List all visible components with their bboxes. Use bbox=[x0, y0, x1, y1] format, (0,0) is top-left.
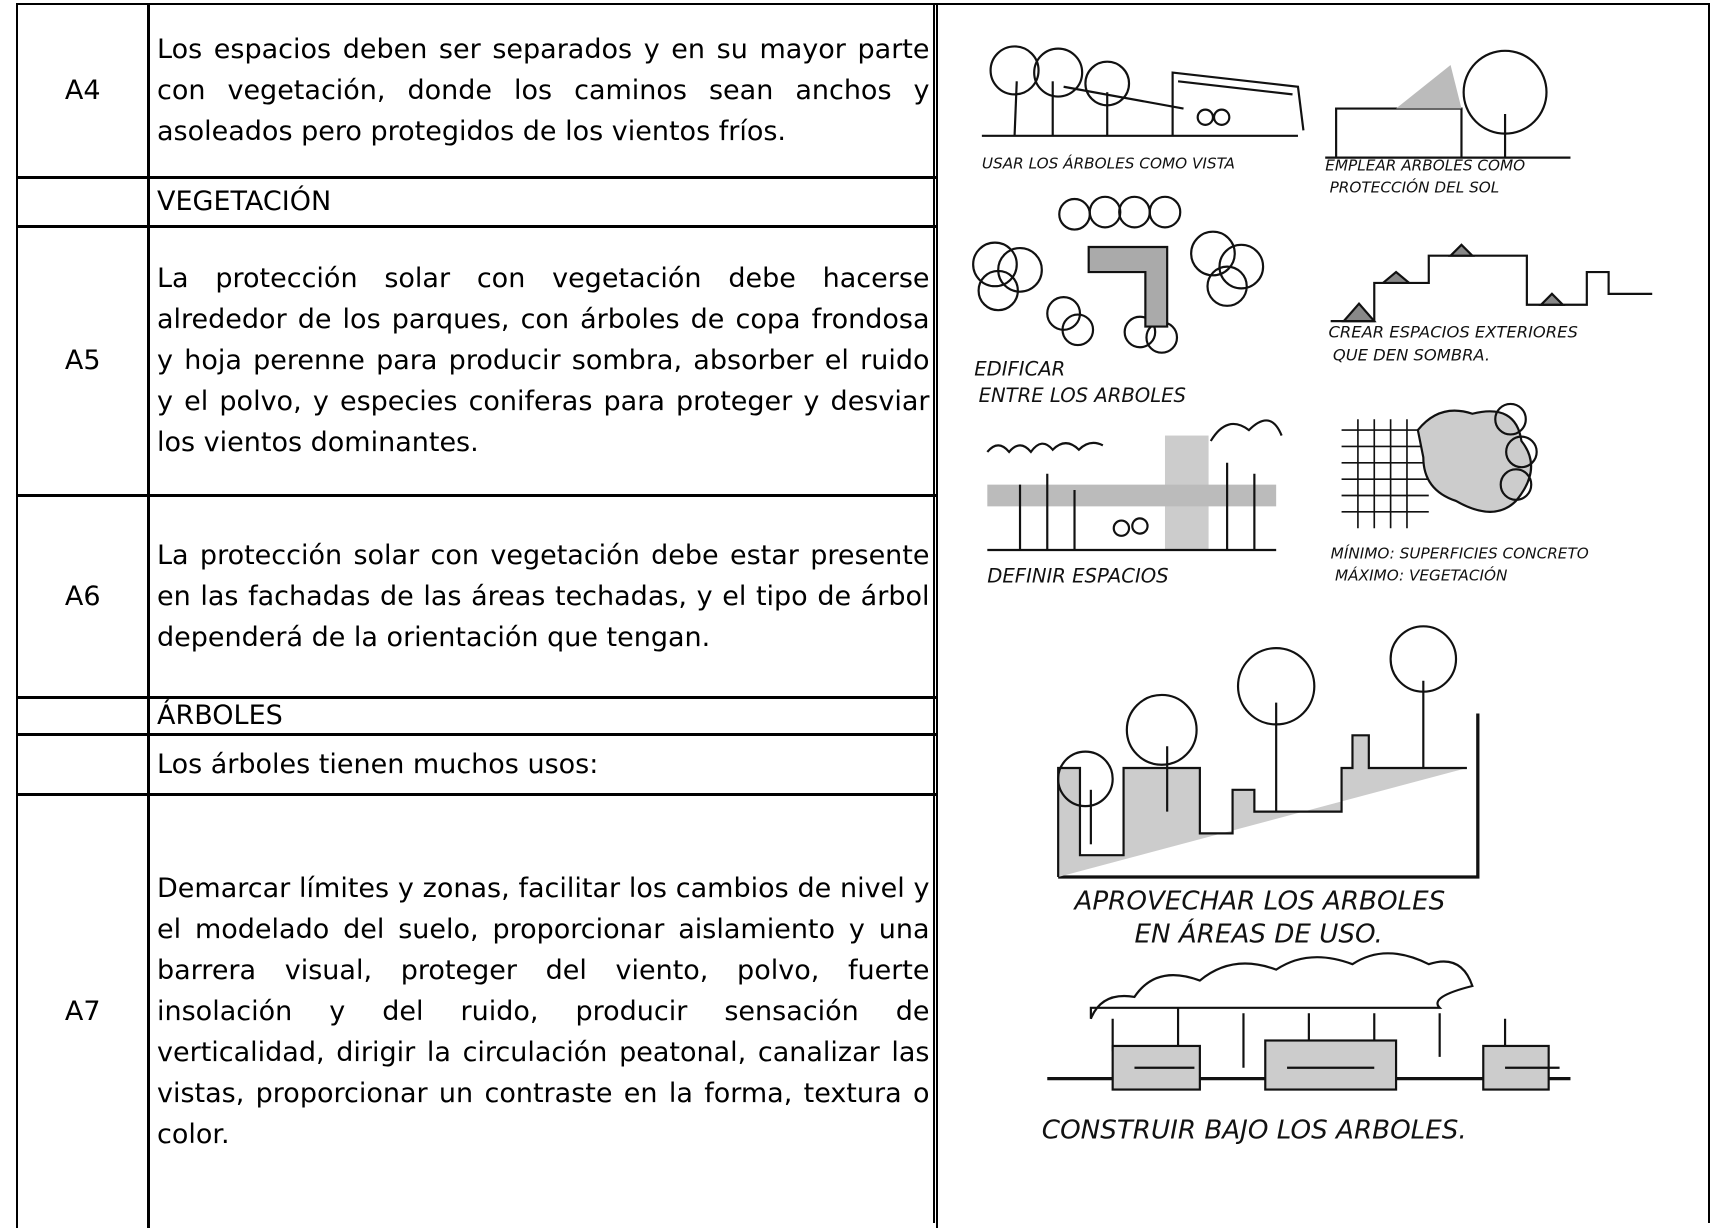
sketch-caption: QUE DEN SOMBRA. bbox=[1333, 345, 1490, 364]
image-cell bbox=[933, 3, 1710, 1223]
cell-text: A5 bbox=[64, 345, 101, 377]
cell-text: VEGETACIÓN bbox=[157, 186, 332, 218]
sketch-caption: CONSTRUIR BAJO LOS ARBOLES. bbox=[1042, 1116, 1467, 1146]
cell-text: A6 bbox=[64, 580, 101, 612]
cell-text: La protección solar con vegetación debe … bbox=[157, 539, 930, 653]
sketch-caption: EDIFICAR bbox=[974, 358, 1065, 381]
cell-text: ÁRBOLES bbox=[157, 700, 283, 732]
text-cell: Demarcar límites y zonas, facilitar los … bbox=[147, 793, 938, 1228]
cell-text: Los espacios deben ser separados y en su… bbox=[157, 34, 930, 148]
text-cell: La protección solar con vegetación debe … bbox=[147, 494, 938, 699]
cell-text: Demarcar límites y zonas, facilitar los … bbox=[157, 872, 930, 1150]
sketch-caption: EN ÁREAS DE USO. bbox=[1134, 917, 1382, 949]
sketch-caption: EMPLEAR ARBOLES COMO bbox=[1325, 157, 1525, 175]
sketch-caption: MÍNIMO: SUPERFICIES CONCRETO bbox=[1331, 544, 1589, 563]
cell-text: A7 bbox=[64, 995, 101, 1027]
cell-text: Los árboles tienen muchos usos: bbox=[157, 748, 599, 780]
sketch-caption: DEFINIR ESPACIOS bbox=[987, 565, 1168, 588]
text-cell: La protección solar con vegetación debe … bbox=[147, 225, 938, 497]
sketch-caption: ENTRE LOS ARBOLES bbox=[979, 384, 1186, 407]
cell-text: A4 bbox=[64, 75, 101, 107]
cell-text: La protección solar con vegetación debe … bbox=[157, 263, 930, 459]
sketch-caption: MÁXIMO: VEGETACIÓN bbox=[1335, 566, 1507, 585]
sketch-caption: CREAR ESPACIOS EXTERIORES bbox=[1328, 322, 1577, 341]
sketch-caption: USAR LOS ÁRBOLES COMO VISTA bbox=[982, 154, 1235, 173]
sketch-caption: PROTECCIÓN DEL SOL bbox=[1330, 177, 1500, 196]
sketch-caption: APROVECHAR LOS ARBOLES bbox=[1073, 887, 1446, 917]
